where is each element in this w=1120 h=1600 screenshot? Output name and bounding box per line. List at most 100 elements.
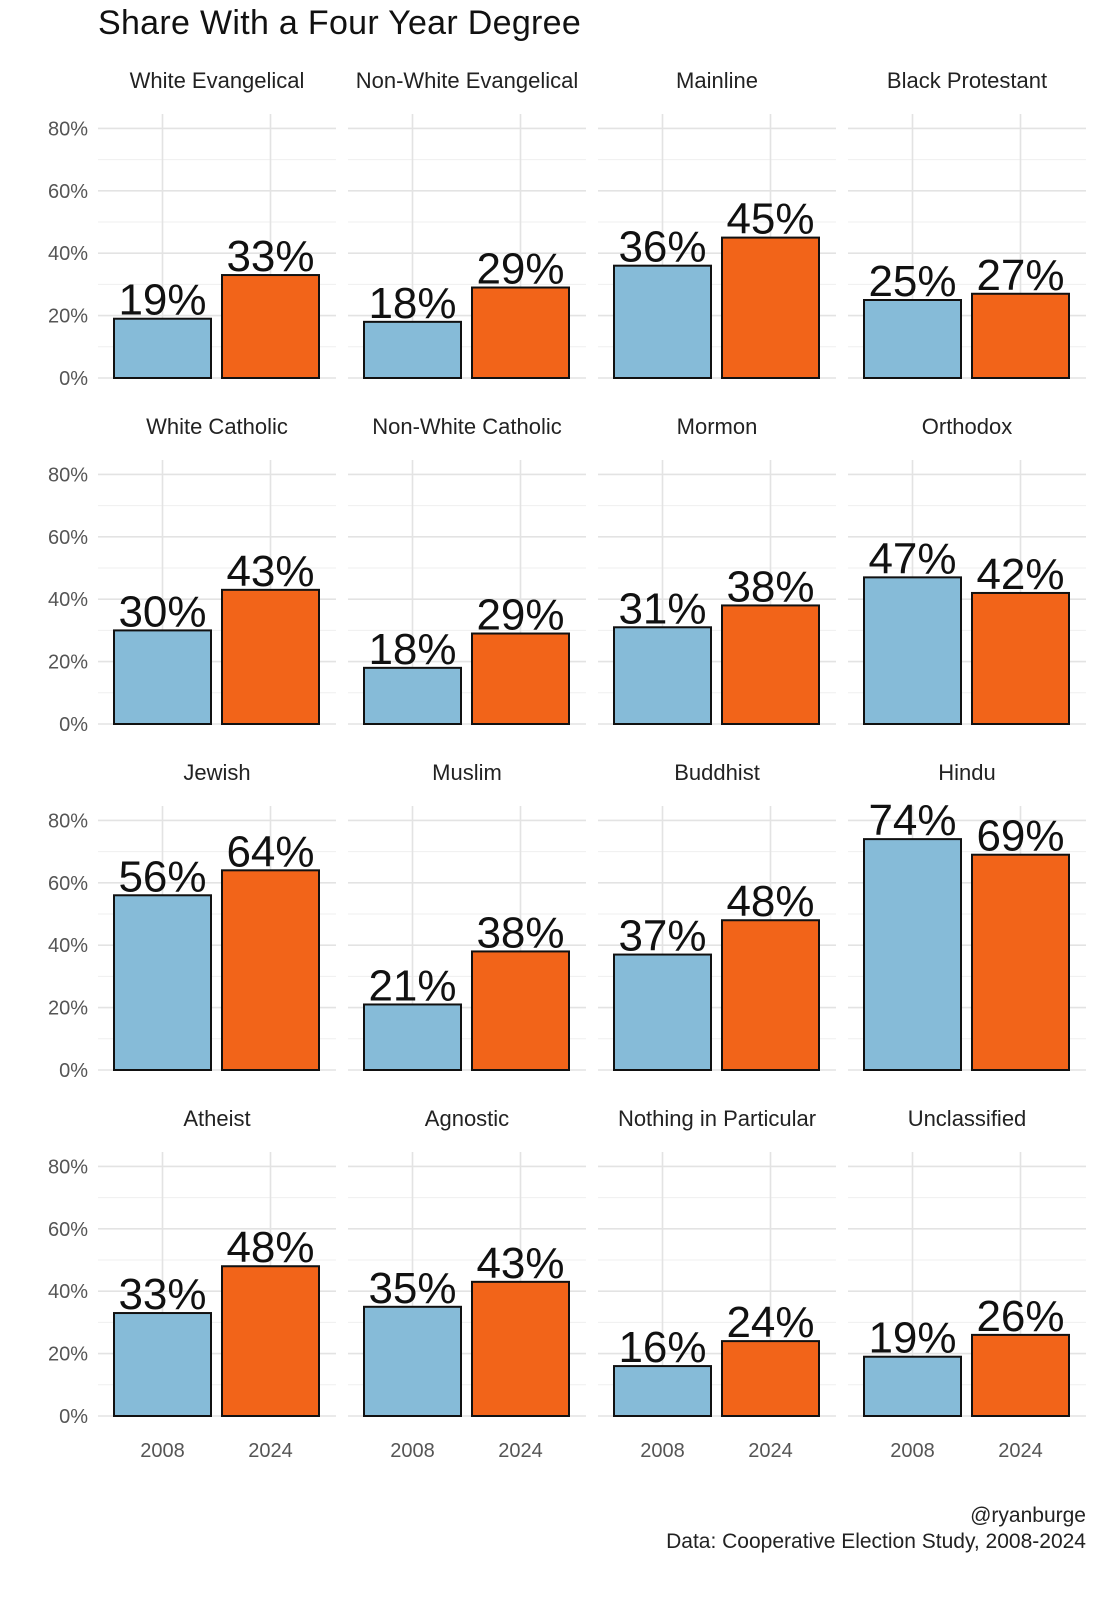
- bar-2008: [363, 320, 462, 379]
- y-tick-label: 0%: [59, 368, 88, 390]
- y-tick-label: 40%: [48, 243, 88, 265]
- y-tick-label: 20%: [48, 306, 88, 328]
- bar-2024: [221, 588, 320, 726]
- data-label: 24%: [726, 1298, 814, 1347]
- bar-2024: [221, 869, 320, 1071]
- data-label: 19%: [118, 276, 206, 325]
- facet-panel: Non-White Evangelical 18% 29%: [348, 68, 586, 379]
- bar-2024: [471, 286, 570, 379]
- data-label: 33%: [118, 1270, 206, 1319]
- data-label: 18%: [368, 625, 456, 674]
- bar-2024: [221, 274, 320, 380]
- bar-2008: [613, 626, 712, 726]
- data-label: 25%: [868, 257, 956, 306]
- facet-panel: Jewish 56% 64% 0% 20% 40% 60% 80%: [48, 760, 336, 1082]
- bar-2024: [971, 1333, 1070, 1418]
- bar-2008: [363, 1305, 462, 1418]
- y-tick-label: 60%: [48, 181, 88, 203]
- bar-2008: [363, 666, 462, 726]
- data-label: 27%: [976, 251, 1064, 300]
- bar-2008: [113, 629, 212, 726]
- x-tick-label: 2008: [390, 1440, 435, 1462]
- bar-2008: [863, 838, 962, 1071]
- data-label: 37%: [618, 912, 706, 961]
- facet-title: Muslim: [432, 760, 502, 785]
- bar-2024: [471, 1280, 570, 1417]
- facet-title: Buddhist: [674, 760, 760, 785]
- bar-2024: [721, 919, 820, 1071]
- data-label: 29%: [476, 591, 564, 640]
- bar-2024: [721, 604, 820, 725]
- data-label: 16%: [618, 1323, 706, 1372]
- y-tick-label: 80%: [48, 464, 88, 486]
- facet-panel: Muslim 21% 38%: [348, 760, 586, 1071]
- y-tick-label: 0%: [59, 1060, 88, 1082]
- data-label: 26%: [976, 1292, 1064, 1341]
- bar-2024: [221, 1265, 320, 1417]
- data-label: 69%: [976, 812, 1064, 861]
- bar-2008: [863, 1355, 962, 1417]
- facet-title: Orthodox: [922, 414, 1013, 439]
- data-label: 21%: [368, 961, 456, 1010]
- y-tick-label: 20%: [48, 652, 88, 674]
- caption-handle: @ryanburge: [970, 1504, 1086, 1527]
- data-label: 43%: [226, 547, 314, 596]
- facet-panel: Agnostic 35% 43% 2008 2024: [348, 1106, 586, 1462]
- data-label: 43%: [476, 1239, 564, 1288]
- x-tick-label: 2008: [890, 1440, 935, 1462]
- bar-2024: [471, 950, 570, 1071]
- facet-title: Mormon: [677, 414, 758, 439]
- data-label: 47%: [868, 534, 956, 583]
- x-tick-label: 2008: [140, 1440, 185, 1462]
- data-label: 33%: [226, 232, 314, 281]
- facet-panel: Nothing in Particular 16% 24% 2008 2024: [598, 1106, 836, 1462]
- facet-title: Atheist: [183, 1106, 250, 1131]
- y-tick-label: 20%: [48, 1344, 88, 1366]
- y-tick-label: 20%: [48, 998, 88, 1020]
- bar-2024: [971, 853, 1070, 1071]
- data-label: 56%: [118, 852, 206, 901]
- data-label: 36%: [618, 223, 706, 272]
- facet-title: White Catholic: [146, 414, 288, 439]
- bar-2024: [971, 591, 1070, 726]
- bar-2008: [363, 1003, 462, 1071]
- bar-2008: [613, 1365, 712, 1417]
- bar-2008: [613, 264, 712, 379]
- bar-2008: [113, 1312, 212, 1418]
- facet-panel: Orthodox 47% 42%: [848, 414, 1086, 726]
- y-tick-label: 60%: [48, 527, 88, 549]
- facet-title: Black Protestant: [887, 68, 1047, 93]
- data-label: 18%: [368, 279, 456, 328]
- facet-panel: Black Protestant 25% 27%: [848, 68, 1086, 380]
- facet-panel: Atheist 33% 48% 0% 20% 40% 60% 80% 2008 2024: [48, 1106, 336, 1462]
- data-label: 38%: [726, 562, 814, 611]
- bar-2024: [721, 1340, 820, 1417]
- data-label: 48%: [226, 1223, 314, 1272]
- facet-title: Nothing in Particular: [618, 1106, 816, 1131]
- bar-2008: [113, 894, 212, 1072]
- data-label: 29%: [476, 245, 564, 294]
- data-label: 30%: [118, 587, 206, 636]
- data-label: 38%: [476, 908, 564, 957]
- x-tick-label: 2024: [748, 1440, 793, 1462]
- facet-title: Non-White Catholic: [372, 414, 562, 439]
- facet-panel: White Catholic 30% 43% 0% 20% 40% 60% 80%: [48, 414, 336, 736]
- facet-panel: Mainline 36% 45%: [598, 68, 836, 379]
- facet-title: Jewish: [183, 760, 250, 785]
- facet-title: Mainline: [676, 68, 758, 93]
- data-label: 19%: [868, 1314, 956, 1363]
- y-tick-label: 40%: [48, 935, 88, 957]
- data-label: 45%: [726, 195, 814, 244]
- caption-source: Data: Cooperative Election Study, 2008-2…: [666, 1530, 1086, 1553]
- bar-2008: [113, 317, 212, 379]
- y-tick-label: 80%: [48, 810, 88, 832]
- data-label: 74%: [868, 796, 956, 845]
- facet-panel: Non-White Catholic 18% 29%: [348, 414, 586, 726]
- facet-panel: Hindu 74% 69%: [848, 760, 1086, 1071]
- chart-title: Share With a Four Year Degree: [98, 4, 582, 42]
- facet-title: Non-White Evangelical: [356, 68, 579, 93]
- y-tick-label: 40%: [48, 589, 88, 611]
- bar-2008: [863, 576, 962, 725]
- bar-2008: [613, 953, 712, 1071]
